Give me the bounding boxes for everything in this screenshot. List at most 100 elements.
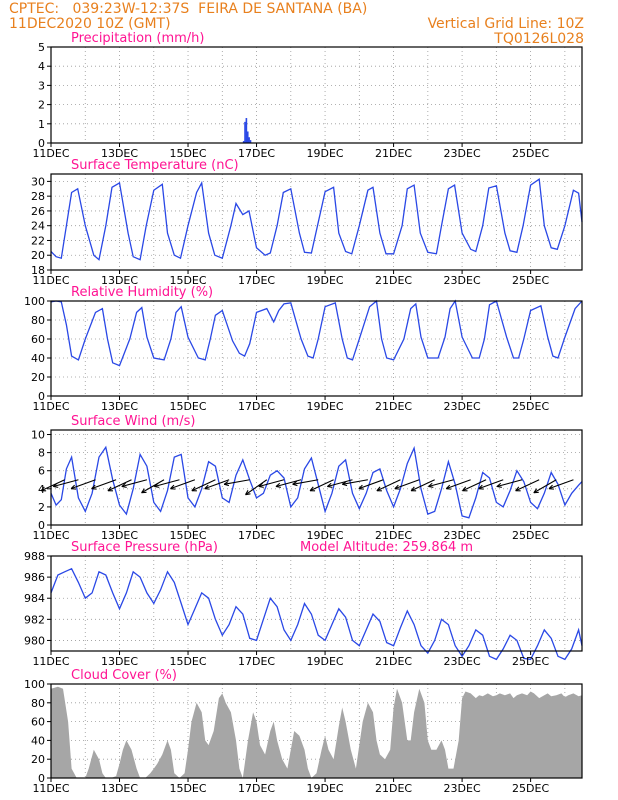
- precipitation-xtick-label: 25DEC: [512, 147, 549, 160]
- cloud-cover-xtick-label: 17DEC: [238, 782, 275, 795]
- wind-arrow-head: [327, 482, 332, 487]
- wind-arrow-shaft: [533, 479, 557, 494]
- wind-arrow-head: [53, 485, 59, 488]
- pressure-panel: 980 982 984 986 988 11DEC 13DEC 15DEC 17DEC 19DEC…: [24, 540, 583, 668]
- precipitation-xtick-label: 19DEC: [307, 147, 344, 160]
- wind-arrow-head: [462, 486, 467, 492]
- wind-arrow-shaft: [309, 479, 334, 492]
- pressure-ytick-label: 988: [24, 550, 45, 563]
- humidity-ytick-label: 40: [31, 352, 45, 365]
- humidity-xtick-label: 21DEC: [375, 400, 412, 413]
- wind-arrow-shaft: [327, 479, 353, 488]
- wind-arrow-head: [258, 482, 264, 487]
- cloud-cover-xtick-label: 11DEC: [32, 782, 69, 795]
- cloud-cover-xtick-label: 15DEC: [169, 782, 206, 795]
- wind-arrow-head: [428, 482, 433, 487]
- wind-arrow-shaft: [121, 479, 148, 488]
- wind-ytick-label: 0: [38, 519, 45, 532]
- wind-arrow-shaft: [394, 479, 420, 490]
- header-datetime: 11DEC2020 10Z (GMT): [9, 16, 171, 32]
- humidity-xtick-label: 13DEC: [101, 400, 138, 413]
- pressure-xtick-label: 17DEC: [238, 655, 275, 668]
- precipitation-xtick-label: 13DEC: [101, 147, 138, 160]
- pressure-xtick-label: 25DEC: [512, 655, 549, 668]
- wind-arrow-head: [275, 485, 281, 488]
- wind-arrow-shaft: [446, 479, 471, 490]
- wind-arrow-head: [245, 493, 251, 496]
- pressure-annotation: Model Altitude: 259.864 m: [300, 540, 473, 555]
- temperature-xtick-label: 17DEC: [238, 274, 275, 287]
- pressure-ytick-label: 982: [24, 613, 45, 626]
- wind-xtick-label: 17DEC: [238, 529, 275, 542]
- wind-arrow-head: [515, 486, 520, 492]
- temperature-line: [50, 178, 583, 261]
- wind-arrow-shaft: [107, 479, 132, 492]
- wind-arrow-head: [548, 484, 553, 490]
- wind-arrow-head: [223, 483, 230, 487]
- humidity-line: [50, 299, 583, 367]
- cloud-cover-title: Cloud Cover (%): [71, 668, 177, 683]
- humidity-ytick-label: 20: [31, 371, 45, 384]
- wind-arrow-shaft: [141, 479, 165, 494]
- temperature-frame: [50, 173, 583, 271]
- temperature-ytick-label: 22: [31, 234, 45, 247]
- wind-arrow-head: [358, 484, 363, 490]
- wind-frame: [50, 429, 583, 526]
- precipitation-bar: [244, 121, 246, 143]
- humidity-frame: [50, 300, 583, 397]
- cloud-cover-ytick-label: 100: [24, 678, 45, 691]
- cloud-cover-xtick-label: 23DEC: [444, 782, 481, 795]
- wind-arrow-shaft: [245, 479, 268, 496]
- pressure-xtick-label: 15DEC: [169, 655, 206, 668]
- precipitation-ytick-label: 4: [38, 60, 45, 73]
- wind-arrow-shaft: [53, 479, 79, 488]
- wind-arrow-head: [245, 490, 249, 495]
- temperature-xtick-label: 13DEC: [101, 274, 138, 287]
- temperature-xtick-label: 15DEC: [169, 274, 206, 287]
- pressure-xtick-label: 11DEC: [32, 655, 69, 668]
- wind-arrow-head: [204, 484, 209, 490]
- wind-arrow-shaft: [358, 479, 384, 490]
- wind-xtick-label: 21DEC: [375, 529, 412, 542]
- pressure-frame: [50, 555, 583, 652]
- pressure-ytick-label: 984: [24, 592, 45, 605]
- wind-arrow-head: [258, 485, 264, 488]
- pressure-line: [50, 567, 583, 661]
- humidity-ytick-label: 0: [38, 390, 45, 403]
- temperature-ytick-label: 24: [31, 220, 45, 233]
- wind-arrow-head: [410, 486, 415, 492]
- wind-arrow-head: [70, 484, 76, 490]
- cloud-cover-panel: 0 20 40 60 80 100 11DEC 13DEC 15DEC 17DEC 19DEC 21D…: [24, 668, 583, 795]
- wind-arrow-head: [170, 484, 175, 490]
- wind-xtick-label: 13DEC: [101, 529, 138, 542]
- wind-arrow-head: [309, 486, 314, 492]
- wind-ytick-label: 8: [38, 447, 45, 460]
- humidity-ytick-label: 80: [31, 314, 45, 327]
- wind-arrow-shaft: [191, 479, 216, 492]
- wind-arrow-shaft: [40, 479, 65, 492]
- wind-arrow-head: [275, 482, 281, 487]
- wind-arrow-shaft: [70, 479, 96, 490]
- temperature-ytick-label: 26: [31, 205, 45, 218]
- temperature-ytick-label: 20: [31, 249, 45, 262]
- wind-panel: 0 2 4 6 8 10 11DEC 13DEC 15DEC 17DEC 19DEC 21DEC 23D…: [31, 414, 583, 542]
- precipitation-frame: [50, 46, 583, 144]
- wind-arrow-shaft: [258, 479, 285, 488]
- temperature-xtick-label: 25DEC: [512, 274, 549, 287]
- pressure-xtick-label: 13DEC: [101, 655, 138, 668]
- wind-xtick-label: 11DEC: [32, 529, 69, 542]
- header-grid-line: Vertical Grid Line: 10Z: [427, 16, 584, 32]
- pressure-xtick-label: 19DEC: [307, 655, 344, 668]
- wind-arrow-head: [496, 485, 502, 488]
- precipitation-bar: [249, 140, 252, 143]
- cloud-cover-xtick-label: 13DEC: [101, 782, 138, 795]
- wind-arrow-head: [292, 480, 298, 485]
- wind-arrow-head: [153, 482, 159, 487]
- pressure-xtick-label: 23DEC: [444, 655, 481, 668]
- temperature-title: Surface Temperature (nC): [71, 158, 239, 173]
- wind-arrow-head: [191, 486, 196, 492]
- wind-line: [50, 445, 583, 519]
- wind-arrow-shaft: [478, 479, 504, 490]
- wind-arrow-head: [496, 482, 502, 487]
